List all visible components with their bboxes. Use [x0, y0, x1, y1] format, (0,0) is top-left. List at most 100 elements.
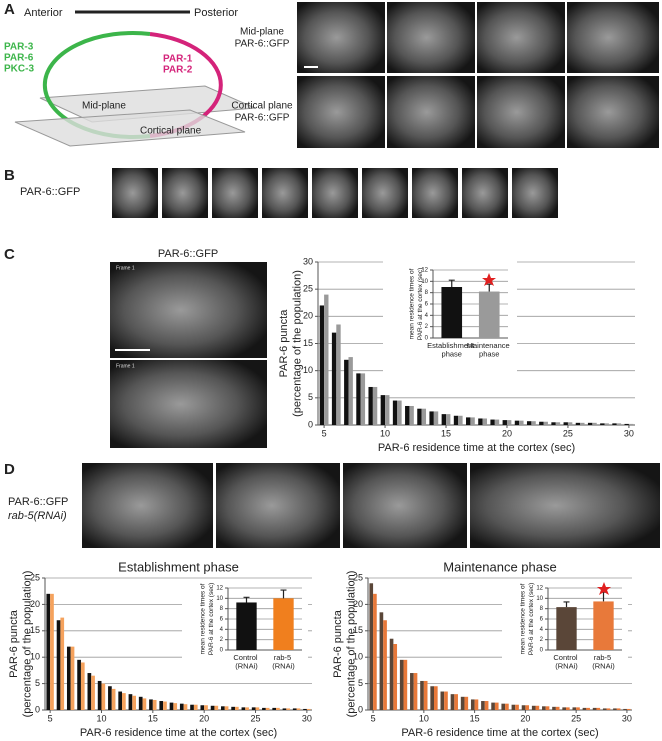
y-tick-label: 20	[30, 599, 40, 609]
x-tick-label: 30	[622, 713, 632, 723]
x-axis-label: PAR-6 residence time at the cortex (sec)	[401, 727, 598, 739]
bar	[563, 422, 568, 425]
x-tick-label: 15	[470, 713, 480, 723]
bar	[446, 414, 451, 425]
error-bar	[243, 596, 250, 603]
y-axis-label: PAR-6 puncta	[332, 609, 344, 678]
bar	[286, 708, 291, 710]
bar	[138, 696, 143, 710]
bar	[405, 405, 410, 425]
bar	[521, 705, 526, 710]
bar	[152, 699, 157, 710]
micrograph	[412, 168, 458, 218]
bar	[502, 420, 507, 425]
bar	[149, 699, 153, 710]
bar	[506, 420, 512, 425]
bar	[393, 644, 398, 710]
panel-label: C	[4, 246, 15, 263]
bar	[373, 593, 377, 710]
significance-star	[597, 582, 611, 595]
bar	[613, 708, 617, 710]
bar	[324, 294, 329, 425]
bar	[368, 386, 373, 425]
plane-label: Mid-plane	[82, 101, 126, 112]
micrograph	[110, 262, 267, 358]
frame-strip	[112, 168, 558, 218]
error-bar	[563, 601, 570, 608]
bar	[46, 593, 51, 710]
axis-end-label: Posterior	[194, 7, 238, 19]
micrograph	[297, 2, 385, 73]
bar	[262, 707, 266, 710]
bar	[392, 400, 398, 425]
bar	[397, 400, 402, 425]
bar	[231, 706, 235, 710]
y-tick-label: 12	[216, 586, 223, 592]
x-tick-label: 25	[571, 713, 581, 723]
bar	[539, 421, 544, 425]
bar	[179, 703, 184, 710]
x-axis-label: PAR-6 residence time at the cortex (sec)	[80, 727, 277, 739]
bar	[587, 422, 593, 425]
bar	[276, 707, 280, 710]
micrograph	[477, 2, 565, 73]
bar	[470, 417, 475, 425]
bar	[282, 708, 287, 710]
micrograph	[470, 463, 660, 548]
y-tick-label: 15	[353, 625, 363, 635]
bar	[542, 706, 546, 710]
bar	[474, 699, 479, 710]
y-tick-label: 6	[425, 302, 429, 308]
bar	[478, 291, 500, 338]
x-tick-label: 5	[48, 713, 53, 723]
x-tick-label: 5	[371, 713, 376, 723]
bar	[586, 707, 590, 710]
bar	[423, 680, 428, 710]
bar	[303, 708, 307, 710]
frame-stamp: Frame 1	[116, 363, 135, 369]
bar	[545, 706, 550, 710]
micrograph	[262, 168, 308, 218]
bar	[128, 694, 133, 710]
bar	[344, 359, 349, 425]
significance-star	[482, 273, 496, 286]
bar	[596, 707, 601, 710]
y-tick-label: 10	[421, 279, 428, 285]
micrograph	[162, 168, 208, 218]
bar	[519, 420, 524, 425]
x-tick-label: rab-5 (RNAi)	[272, 653, 295, 671]
y-tick-label: 25	[303, 284, 313, 294]
bar	[624, 423, 629, 425]
bar	[421, 408, 427, 425]
micrograph	[462, 168, 508, 218]
micrograph	[567, 2, 659, 73]
bar	[273, 598, 294, 650]
micrograph	[297, 76, 385, 148]
row-label: rab-5(RNAi)	[8, 510, 67, 522]
bar	[87, 673, 92, 710]
bar	[410, 673, 414, 710]
bar	[575, 422, 581, 425]
y-tick-label: 20	[353, 599, 363, 609]
micrograph	[216, 463, 340, 548]
micrograph	[312, 168, 358, 218]
bar	[251, 707, 256, 710]
bar	[193, 704, 198, 710]
chart-title: Maintenance phase	[443, 559, 556, 574]
bar	[511, 704, 516, 710]
bar	[616, 423, 622, 425]
bar	[331, 332, 337, 425]
bar	[429, 411, 434, 425]
bar	[372, 386, 378, 425]
bar	[163, 701, 167, 710]
y-tick-label: 25	[30, 572, 40, 582]
micrograph	[110, 360, 267, 448]
panel-label: A	[4, 1, 15, 18]
y-axis-label: PAR-6 at the cortex (sec)	[528, 583, 535, 656]
bar	[111, 688, 116, 710]
x-tick-label: 10	[419, 713, 429, 723]
bar	[159, 701, 164, 710]
y-tick-label: 4	[220, 627, 224, 633]
x-tick-label: 30	[302, 713, 312, 723]
